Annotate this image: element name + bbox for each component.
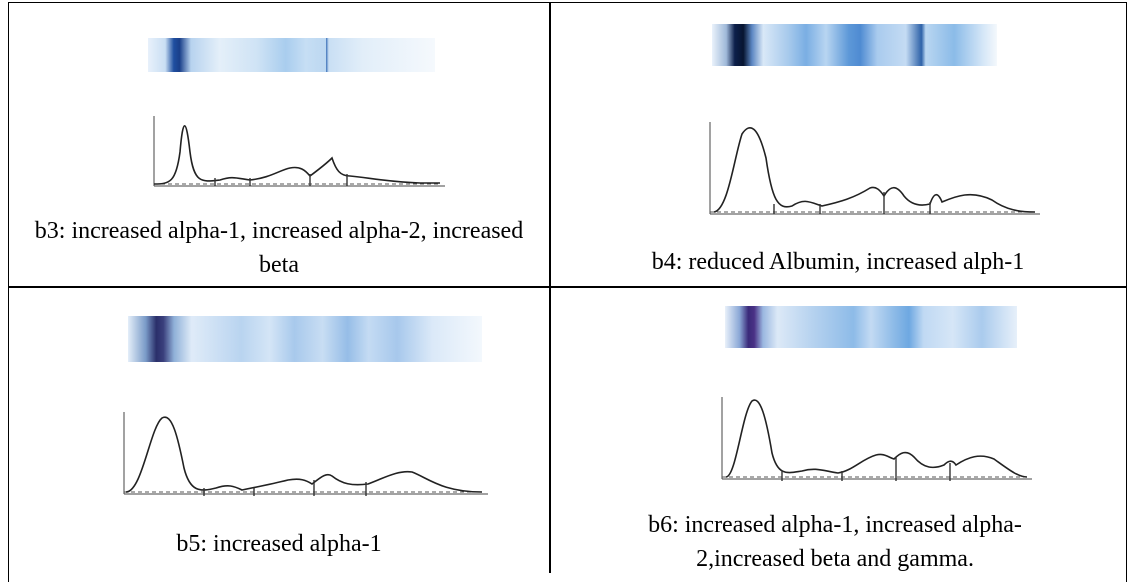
gel-strip — [128, 316, 482, 362]
caption: b4: reduced Albumin, increased alph-1 — [553, 245, 1123, 279]
page: {"cells": [ {"caption": "b3: increased a… — [0, 0, 1134, 573]
table-divider — [549, 2, 551, 573]
densitometry-curve — [700, 118, 1045, 218]
caption: b6: increased alpha-1, increased alpha-2… — [596, 508, 1074, 576]
caption: b3: increased alpha-1, increased alpha-2… — [14, 214, 544, 282]
densitometry-curve — [112, 408, 492, 500]
gel-strip — [148, 38, 435, 72]
densitometry-curve — [712, 393, 1037, 485]
gel-strip — [712, 24, 997, 66]
table-divider — [8, 286, 1127, 288]
densitometry-curve — [140, 112, 450, 192]
caption: b5: increased alpha-1 — [14, 527, 544, 561]
gel-strip — [725, 306, 1017, 348]
